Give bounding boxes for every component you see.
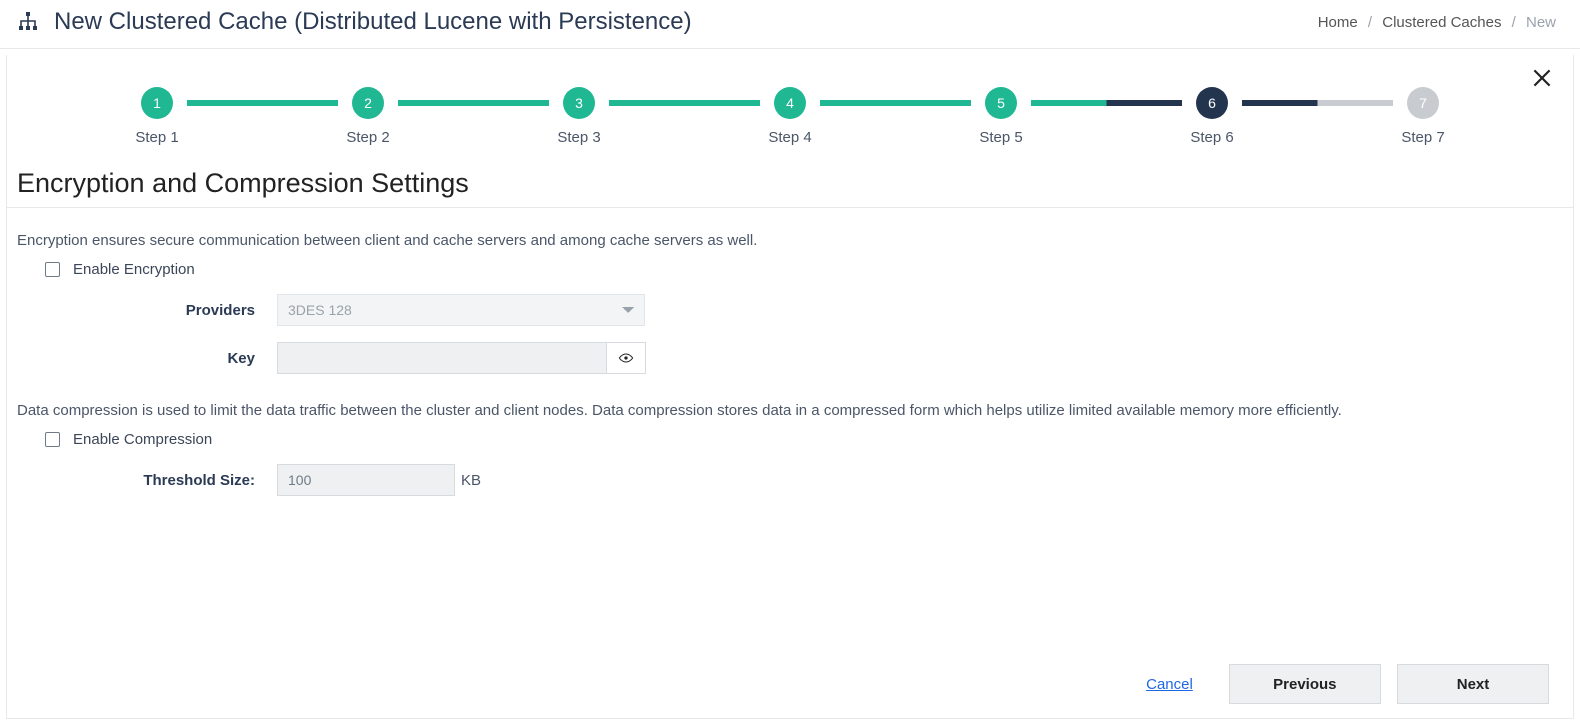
key-label: Key xyxy=(17,350,277,367)
wizard-step-dot: 6 xyxy=(1196,87,1228,119)
enable-encryption-checkbox[interactable] xyxy=(45,262,60,277)
wizard-step-label: Step 3 xyxy=(557,129,600,146)
wizard-connector xyxy=(1242,100,1393,106)
breadcrumb-item-clustered-caches[interactable]: Clustered Caches xyxy=(1382,14,1501,31)
previous-button[interactable]: Previous xyxy=(1229,664,1381,704)
wizard-connector xyxy=(398,100,549,106)
encryption-description: Encryption ensures secure communication … xyxy=(17,232,1563,249)
threshold-label: Threshold Size: xyxy=(17,472,277,489)
providers-select[interactable]: 3DES 128 xyxy=(277,294,645,326)
wizard-step-5[interactable]: 5 Step 5 xyxy=(971,87,1031,146)
wizard-connector xyxy=(1031,100,1182,106)
wizard-step-label: Step 2 xyxy=(346,129,389,146)
wizard-step-dot: 5 xyxy=(985,87,1017,119)
reveal-key-button[interactable] xyxy=(606,342,646,374)
next-button[interactable]: Next xyxy=(1397,664,1549,704)
wizard-step-label: Step 6 xyxy=(1190,129,1233,146)
wizard-step-dot: 2 xyxy=(352,87,384,119)
cancel-link[interactable]: Cancel xyxy=(1146,676,1193,693)
breadcrumb-item-home[interactable]: Home xyxy=(1318,14,1358,31)
breadcrumb-sep: / xyxy=(1368,14,1372,31)
wizard-stepper: 1 Step 1 2 Step 2 3 Step 3 4 Step 4 5 Step 5 6 Step… xyxy=(127,87,1453,146)
wizard-step-3[interactable]: 3 Step 3 xyxy=(549,87,609,146)
breadcrumb: Home / Clustered Caches / New xyxy=(1318,14,1556,31)
threshold-unit: KB xyxy=(461,472,481,489)
wizard-connector xyxy=(187,100,338,106)
wizard-step-label: Step 5 xyxy=(979,129,1022,146)
compression-description: Data compression is used to limit the da… xyxy=(17,402,1563,419)
close-icon[interactable] xyxy=(1529,65,1555,91)
page-title: New Clustered Cache (Distributed Lucene … xyxy=(54,8,692,36)
enable-compression-checkbox[interactable] xyxy=(45,432,60,447)
wizard-step-label: Step 1 xyxy=(135,129,178,146)
wizard-connector xyxy=(820,100,971,106)
providers-label: Providers xyxy=(17,302,277,319)
enable-compression-label: Enable Compression xyxy=(73,431,212,448)
wizard-step-label: Step 7 xyxy=(1401,129,1444,146)
enable-compression-row[interactable]: Enable Compression xyxy=(41,429,1563,450)
wizard-step-4[interactable]: 4 Step 4 xyxy=(760,87,820,146)
breadcrumb-sep: / xyxy=(1512,14,1516,31)
wizard-connector xyxy=(609,100,760,106)
breadcrumb-item-new: New xyxy=(1526,14,1556,31)
section-title: Encryption and Compression Settings xyxy=(7,156,1573,208)
enable-encryption-label: Enable Encryption xyxy=(73,261,195,278)
eye-icon xyxy=(618,352,634,364)
wizard-step-1[interactable]: 1 Step 1 xyxy=(127,87,187,146)
wizard-step-dot: 1 xyxy=(141,87,173,119)
wizard-step-2[interactable]: 2 Step 2 xyxy=(338,87,398,146)
key-input[interactable] xyxy=(277,342,607,374)
wizard-step-7: 7 Step 7 xyxy=(1393,87,1453,146)
threshold-input[interactable] xyxy=(277,464,455,496)
wizard-step-label: Step 4 xyxy=(768,129,811,146)
sitemap-icon xyxy=(16,10,40,34)
enable-encryption-row[interactable]: Enable Encryption xyxy=(41,259,1563,280)
wizard-step-dot: 4 xyxy=(774,87,806,119)
wizard-step-dot: 7 xyxy=(1407,87,1439,119)
wizard-step-6: 6 Step 6 xyxy=(1182,87,1242,146)
wizard-step-dot: 3 xyxy=(563,87,595,119)
